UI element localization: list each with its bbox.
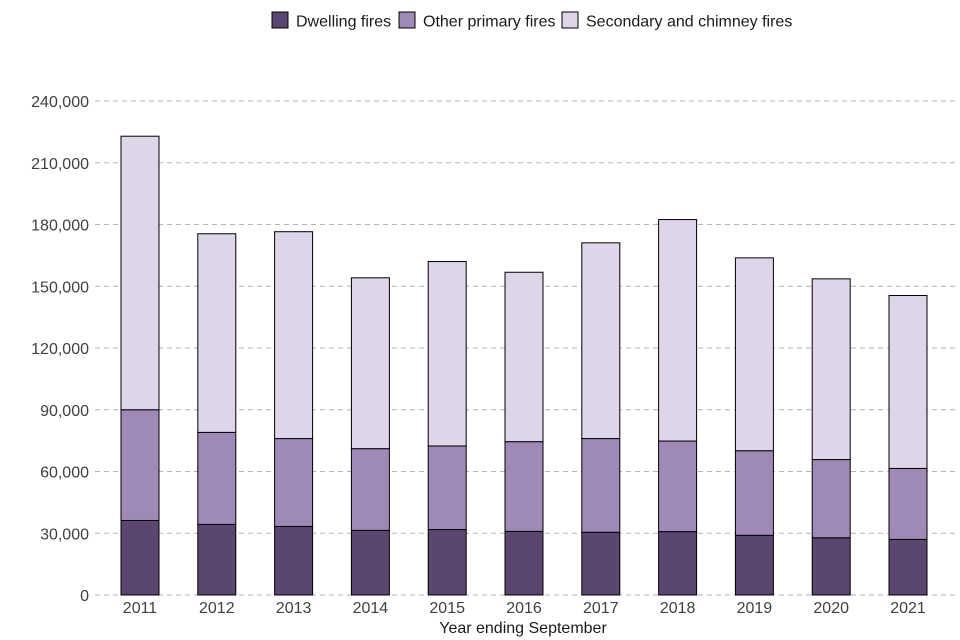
bar-group-2013 (274, 231, 314, 596)
bar-group-2011 (120, 135, 160, 596)
bar-other-primary-fires-2011 (120, 409, 160, 521)
x-tick-label-2012: 2012 (199, 600, 235, 617)
x-axis: 2011 2012 2013 2014 2015 2016 2017 2018 2019 2020… (123, 600, 926, 617)
bar-group-2019 (734, 257, 774, 596)
y-tick-label: 60,000 (40, 465, 89, 482)
x-tick-label-2013: 2013 (276, 600, 312, 617)
legend-item-secondary-and-chimney-fires: Secondary and chimney fires (561, 11, 792, 31)
bar-other-primary-fires-2018 (658, 440, 698, 533)
bar-secondary-and-chimney-fires-2011 (120, 135, 160, 411)
bar-dwelling-fires-2019 (734, 534, 774, 596)
bar-dwelling-fires-2013 (274, 525, 314, 596)
bar-dwelling-fires-2017 (581, 531, 621, 596)
y-tick-label: 120,000 (31, 341, 89, 358)
bar-secondary-and-chimney-fires-2019 (734, 257, 774, 452)
bar-dwelling-fires-2021 (888, 538, 928, 596)
bar-dwelling-fires-2011 (120, 519, 160, 596)
bar-secondary-and-chimney-fires-2018 (658, 219, 698, 442)
x-tick-label-2018: 2018 (660, 600, 696, 617)
legend-item-other-primary-fires: Other primary fires (398, 11, 555, 31)
bar-dwelling-fires-2016 (504, 530, 544, 596)
y-tick-label: 180,000 (31, 218, 89, 235)
bar-dwelling-fires-2018 (658, 531, 698, 596)
bar-other-primary-fires-2012 (197, 431, 237, 525)
legend-item-dwelling-fires: Dwelling fires (271, 11, 391, 31)
x-axis-title: Year ending September (439, 620, 607, 637)
bars (120, 135, 928, 596)
bar-group-2014 (350, 277, 390, 596)
legend-swatch (561, 11, 579, 29)
bar-group-2015 (427, 261, 467, 596)
legend-label: Secondary and chimney fires (586, 14, 792, 31)
bar-secondary-and-chimney-fires-2013 (274, 231, 314, 440)
y-tick-label: 90,000 (40, 403, 89, 420)
x-tick-label-2014: 2014 (353, 600, 389, 617)
bar-secondary-and-chimney-fires-2020 (811, 278, 851, 461)
y-tick-label: 150,000 (31, 279, 89, 296)
bar-secondary-and-chimney-fires-2016 (504, 271, 544, 443)
x-tick-label-2020: 2020 (813, 600, 849, 617)
legend-swatch (271, 11, 289, 29)
x-tick-label-2015: 2015 (429, 600, 465, 617)
bar-secondary-and-chimney-fires-2021 (888, 295, 928, 469)
y-tick-label: 30,000 (40, 526, 89, 543)
y-tick-label: 0 (80, 588, 89, 605)
bar-other-primary-fires-2019 (734, 450, 774, 536)
bar-secondary-and-chimney-fires-2014 (350, 277, 390, 450)
x-tick-label-2011: 2011 (123, 600, 158, 617)
bar-secondary-and-chimney-fires-2017 (581, 242, 621, 440)
bar-secondary-and-chimney-fires-2012 (197, 233, 237, 433)
bar-group-2021 (888, 295, 928, 596)
bar-other-primary-fires-2013 (274, 438, 314, 527)
bar-group-2020 (811, 278, 851, 596)
y-tick-label: 240,000 (31, 94, 89, 111)
x-tick-label-2016: 2016 (506, 600, 542, 617)
bar-other-primary-fires-2021 (888, 467, 928, 540)
bar-group-2017 (581, 242, 621, 596)
legend-label: Other primary fires (423, 14, 555, 31)
bar-other-primary-fires-2015 (427, 445, 467, 531)
bar-group-2016 (504, 271, 544, 596)
legend-label: Dwelling fires (296, 14, 391, 31)
bar-secondary-and-chimney-fires-2015 (427, 261, 467, 447)
legend-swatch (398, 11, 416, 29)
bar-other-primary-fires-2017 (581, 438, 621, 533)
x-tick-label-2019: 2019 (737, 600, 773, 617)
bar-group-2012 (197, 233, 237, 596)
bar-other-primary-fires-2016 (504, 441, 544, 532)
bar-dwelling-fires-2014 (350, 529, 390, 596)
bar-dwelling-fires-2012 (197, 523, 237, 596)
y-tick-label: 210,000 (31, 156, 89, 173)
y-axis: 0 30,000 60,000 90,000 120,000 150,000 180,000… (31, 94, 89, 605)
legend: Dwelling fires Other primary fires Seconda… (271, 11, 792, 31)
x-tick-label-2021: 2021 (890, 600, 926, 617)
bar-dwelling-fires-2015 (427, 529, 467, 596)
bar-group-2018 (658, 219, 698, 596)
x-tick-label-2017: 2017 (583, 600, 619, 617)
bar-other-primary-fires-2014 (350, 448, 390, 531)
bar-other-primary-fires-2020 (811, 459, 851, 539)
bar-dwelling-fires-2020 (811, 537, 851, 596)
